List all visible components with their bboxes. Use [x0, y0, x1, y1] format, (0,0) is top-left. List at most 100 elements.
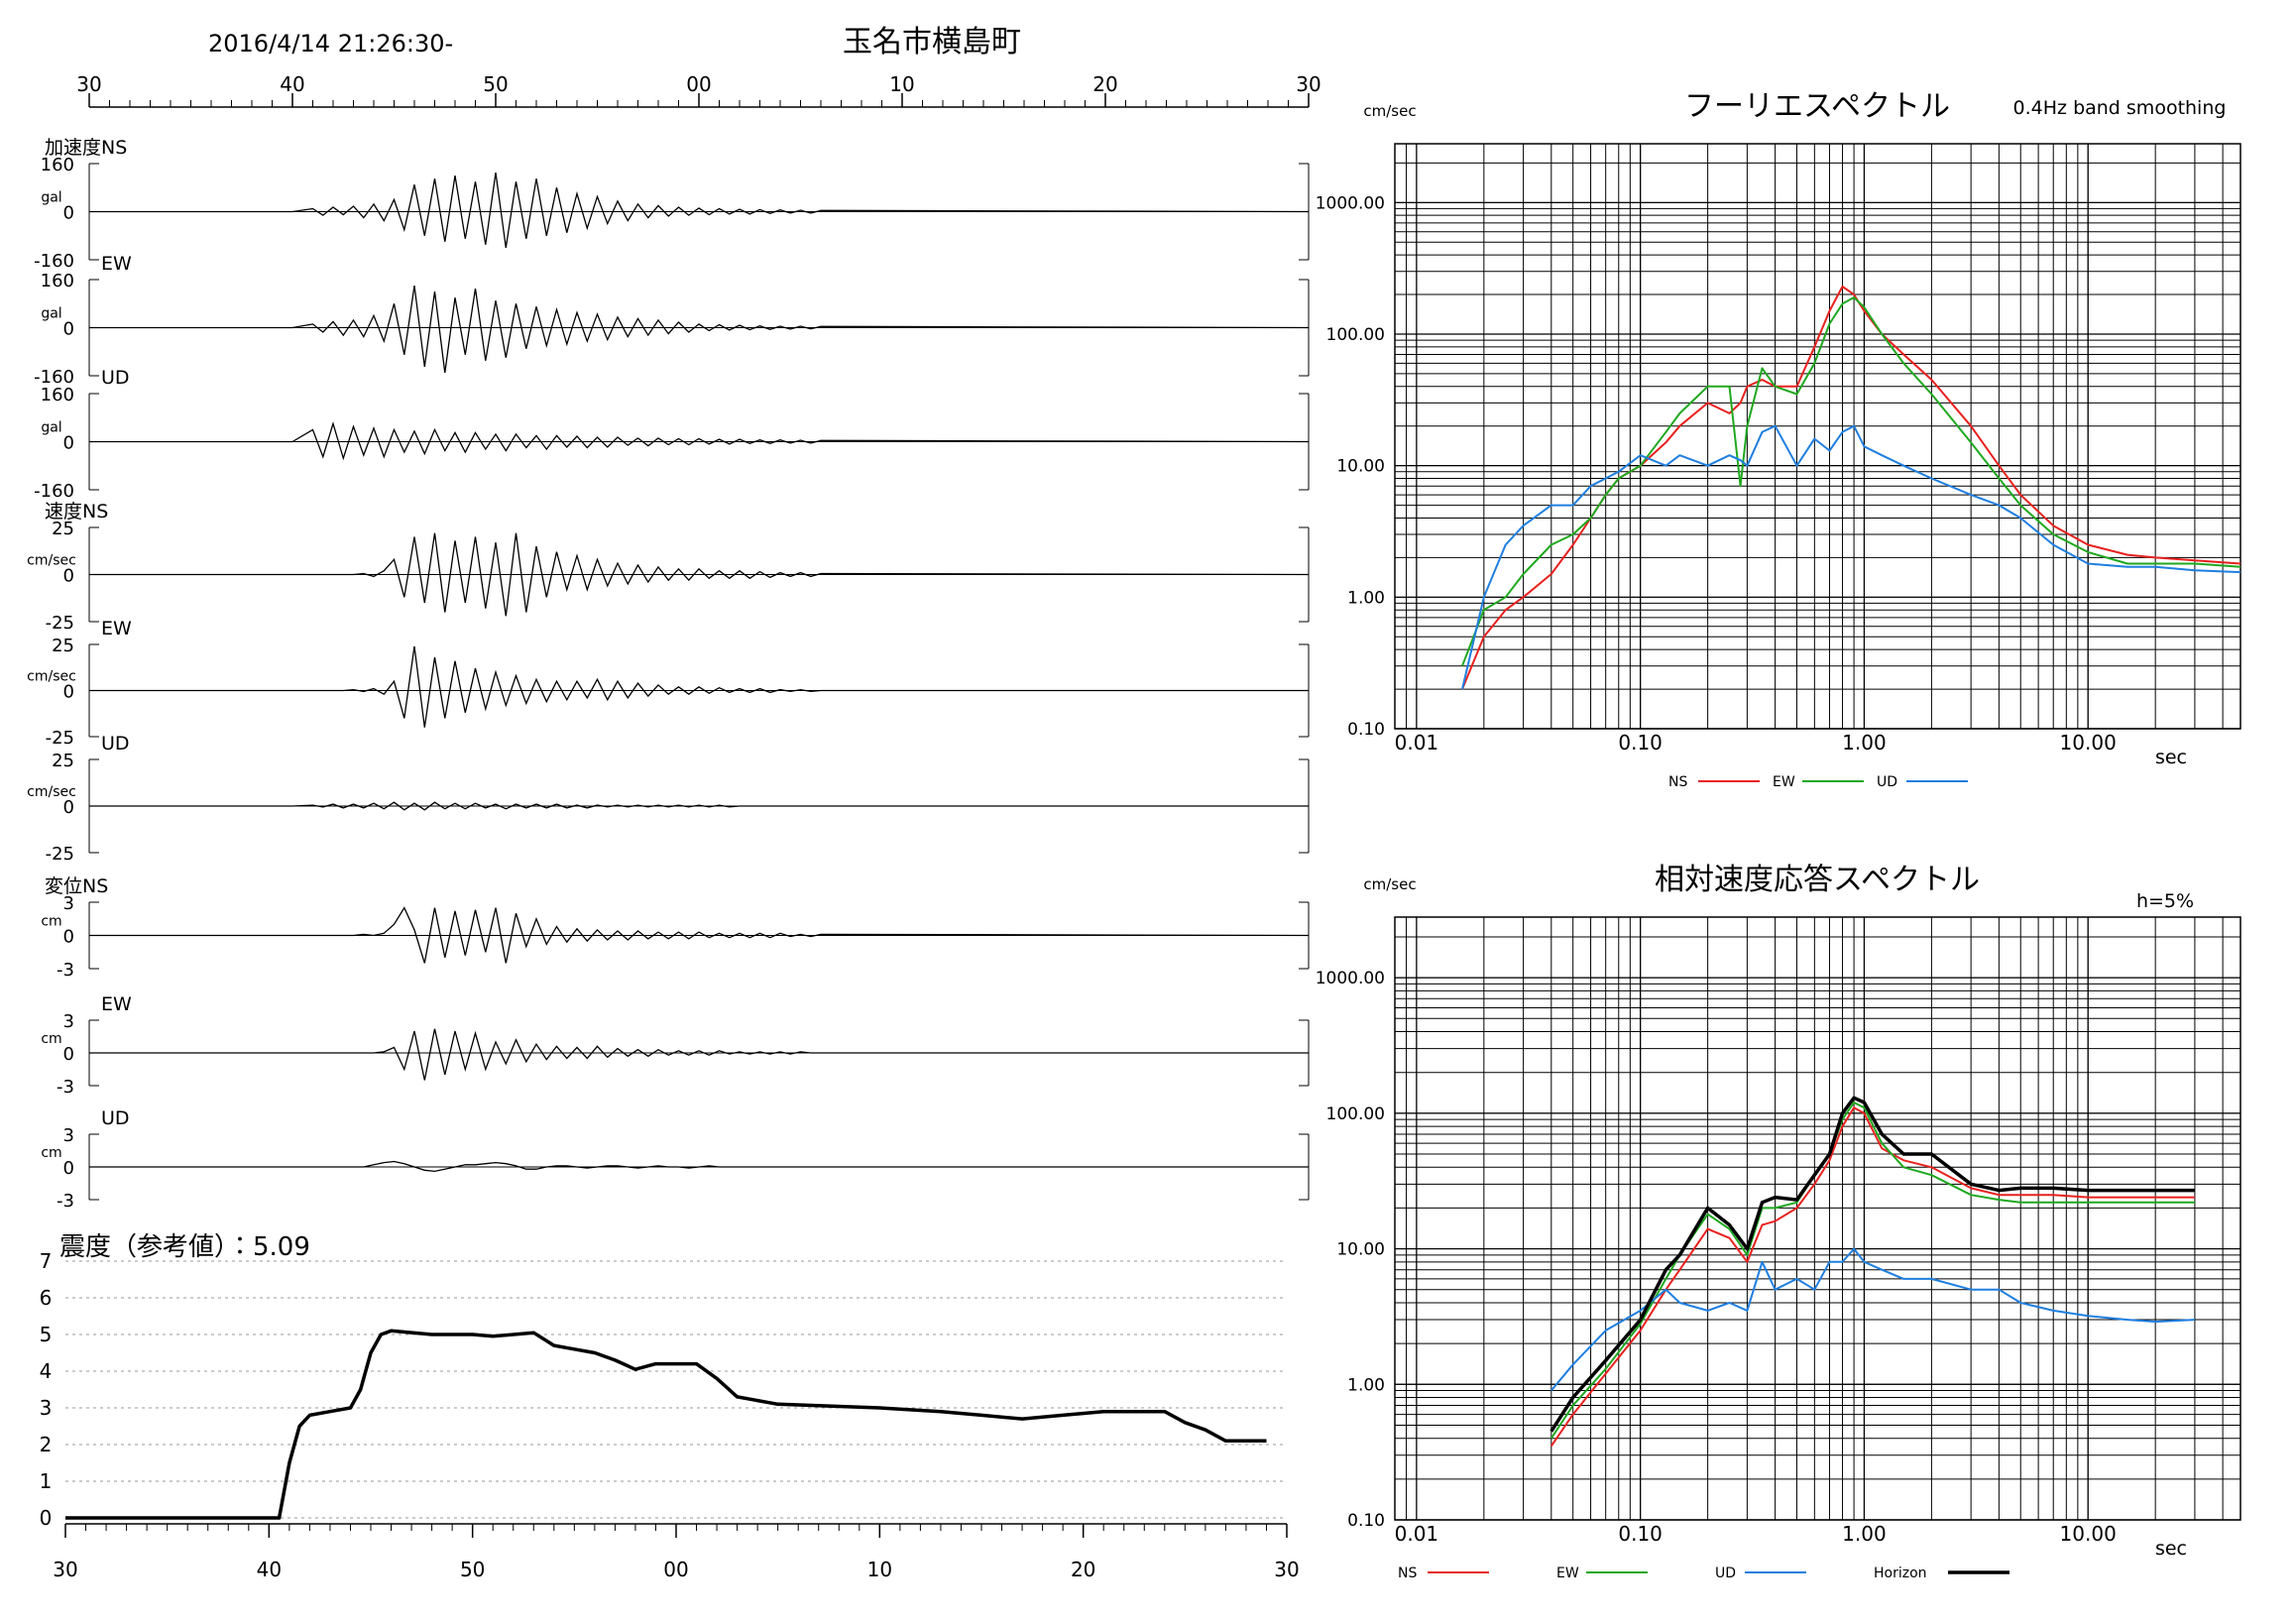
unit-label: gal: [41, 306, 61, 322]
x-tick-label: 10.00: [2060, 731, 2117, 754]
y-tick-label: 100.00: [1326, 1104, 1385, 1124]
waveform-line: [89, 1028, 1309, 1081]
x-tick-label: 0.10: [1618, 731, 1663, 754]
unit-label: cm/sec: [27, 784, 76, 800]
panel-label: UD: [101, 367, 130, 389]
y-tick-label: 0: [63, 927, 74, 948]
waveform-line: [89, 286, 1310, 374]
unit-label: cm: [41, 1145, 61, 1161]
unit-label: cm/sec: [27, 553, 76, 569]
x-tick-label: 30: [1274, 1558, 1299, 1581]
panel-label: EW: [101, 253, 132, 275]
y-tick-label: 3: [63, 1125, 74, 1146]
spectrum-line: [1461, 424, 2241, 690]
y-tick-label: 160: [41, 271, 74, 291]
x-tick-label: 20: [1092, 72, 1117, 96]
y-axis-label: cm/sec: [1363, 875, 1416, 893]
y-tick-label: 7: [40, 1249, 53, 1273]
title: 玉名市横島町: [843, 25, 1021, 59]
waveform-line: [89, 801, 1309, 811]
x-axis-label: sec: [2155, 747, 2187, 768]
y-tick-label: 0: [63, 1158, 74, 1179]
spectrum-line: [1550, 1106, 2195, 1448]
y-tick-label: 25: [52, 519, 74, 539]
panel-label: 速度NS: [45, 501, 108, 522]
legend-label: Horizon: [1874, 1565, 1927, 1581]
waveform-line: [89, 906, 1310, 964]
unit-label: cm: [41, 914, 61, 930]
waveform-line: [89, 1160, 1309, 1173]
subtitle: 0.4Hz band smoothing: [2013, 97, 2227, 119]
y-tick-label: 0.10: [1347, 720, 1385, 740]
y-tick-label: 10.00: [1336, 457, 1385, 477]
x-tick-label: 40: [257, 1558, 282, 1581]
x-tick-label: 10: [889, 72, 914, 96]
x-tick-label: 30: [76, 72, 101, 96]
y-tick-label: 1000.00: [1316, 193, 1385, 213]
legend-label: NS: [1398, 1565, 1417, 1581]
plot-frame: [1394, 916, 2241, 1521]
x-tick-label: 1.00: [1842, 731, 1887, 754]
panel-label: UD: [101, 733, 130, 754]
y-tick-label: 3: [63, 1011, 74, 1032]
spectrum-line: [1550, 1096, 2195, 1433]
legend-label: UD: [1877, 774, 1897, 790]
y-tick-label: 0: [63, 433, 74, 454]
y-tick-label: -25: [46, 613, 74, 634]
legend-label: NS: [1668, 774, 1687, 790]
unit-label: gal: [41, 420, 61, 436]
y-tick-label: -160: [34, 481, 74, 502]
y-tick-label: 1.00: [1347, 588, 1385, 608]
y-tick-label: 3: [40, 1396, 53, 1420]
spectrum-line: [1550, 1247, 2195, 1392]
y-tick-label: -25: [46, 844, 74, 865]
y-tick-label: 1000.00: [1316, 969, 1385, 988]
y-axis-label: cm/sec: [1363, 102, 1416, 120]
subtitle: 2016/4/14 21:26:30-: [208, 30, 453, 58]
y-tick-label: 160: [41, 385, 74, 406]
x-tick-label: 10.00: [2060, 1522, 2117, 1546]
x-tick-label: 20: [1071, 1558, 1095, 1581]
y-tick-label: 25: [52, 636, 74, 656]
x-tick-label: 40: [280, 72, 304, 96]
x-tick-label: 0.01: [1395, 731, 1439, 754]
y-tick-label: 6: [40, 1286, 53, 1310]
y-tick-label: -3: [57, 1191, 74, 1212]
x-axis-label: sec: [2155, 1538, 2187, 1560]
y-tick-label: 4: [40, 1359, 53, 1383]
y-tick-label: 2: [40, 1433, 53, 1456]
waveform-line: [89, 645, 1309, 728]
waveform-line: [89, 532, 1310, 617]
y-tick-label: 0: [40, 1506, 53, 1530]
x-tick-label: 0.10: [1618, 1522, 1663, 1546]
unit-label: cm: [41, 1031, 61, 1047]
x-tick-label: 50: [460, 1558, 485, 1581]
title: 相対速度応答スペクトル: [1655, 863, 1980, 897]
x-tick-label: 10: [867, 1558, 892, 1581]
panel-label: 加速度NS: [45, 137, 127, 159]
panel-label: EW: [101, 993, 132, 1015]
y-tick-label: -3: [57, 1077, 74, 1098]
y-tick-label: 10.00: [1336, 1240, 1385, 1260]
panel-label: UD: [101, 1107, 130, 1129]
x-tick-label: 00: [663, 1558, 688, 1581]
y-tick-label: 1.00: [1347, 1375, 1385, 1395]
y-tick-label: 3: [63, 893, 74, 914]
unit-label: cm/sec: [27, 669, 76, 685]
waveform-line: [89, 173, 1310, 248]
legend-label: UD: [1715, 1565, 1736, 1581]
y-tick-label: 100.00: [1326, 325, 1385, 345]
waveform-line: [89, 421, 1310, 461]
y-tick-label: 0: [63, 566, 74, 587]
y-tick-label: 0: [63, 203, 74, 224]
y-tick-label: 0: [63, 1044, 74, 1065]
legend-label: EW: [1773, 774, 1795, 790]
spectrum-line: [1461, 296, 2241, 667]
y-tick-label: 1: [40, 1469, 53, 1493]
y-tick-label: -3: [57, 960, 74, 981]
annotation: h=5%: [2136, 890, 2194, 912]
panel-label: 変位NS: [45, 875, 108, 897]
x-tick-label: 00: [686, 72, 711, 96]
legend-label: EW: [1556, 1565, 1579, 1581]
